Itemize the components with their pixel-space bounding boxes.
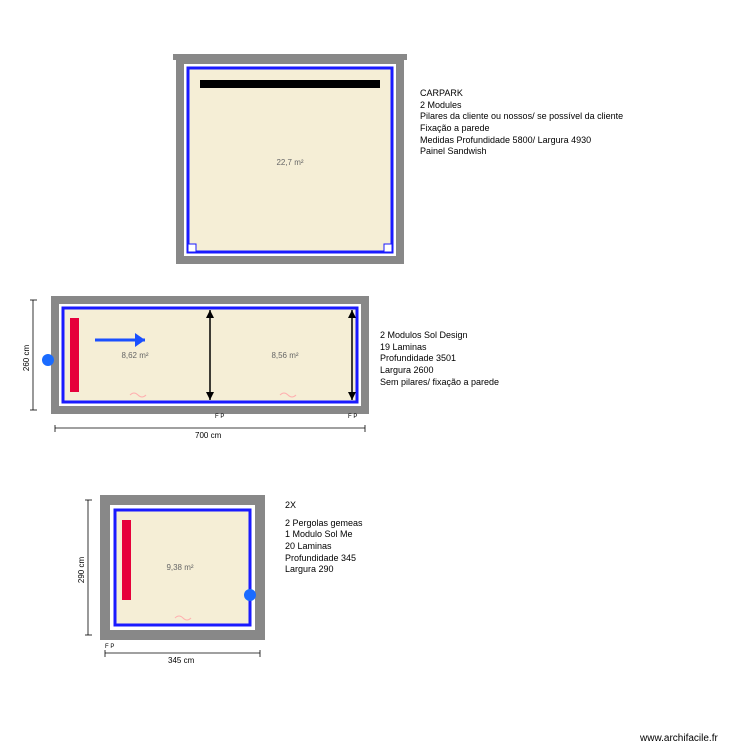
modulos-title: 2 Modulos Sol Design xyxy=(380,330,499,342)
modulos-dim-bottom: 700 cm xyxy=(195,431,222,440)
pergolas-text: 2X 2 Pergolas gemeas 1 Modulo Sol Me 20 … xyxy=(285,500,363,576)
modulos-plan: 8,62 m² 8,56 m² F P F P 700 cm 260 cm xyxy=(22,300,365,440)
modulos-area-right: 8,56 m² xyxy=(271,351,298,360)
blue-dot-icon xyxy=(244,589,256,601)
corner-block-icon xyxy=(384,244,392,252)
carpark-text: CARPARK 2 Modules Pilares da cliente ou … xyxy=(420,88,623,158)
modulos-area-left: 8,62 m² xyxy=(121,351,148,360)
diagram-canvas: 22,7 m² 8,62 m² 8,56 m² F P F xyxy=(0,0,750,750)
pergolas-title-pre: 2X xyxy=(285,500,363,512)
pergolas-dim-left: 290 cm xyxy=(77,557,86,584)
blue-dot-icon xyxy=(42,354,54,366)
red-bar-icon xyxy=(70,318,79,392)
corner-block-icon xyxy=(188,244,196,252)
carpark-top-bar xyxy=(200,80,380,88)
footer-link[interactable]: www.archifacile.fr xyxy=(640,732,718,745)
pergolas-plan: 9,38 m² F P 345 cm 290 cm xyxy=(77,500,260,665)
carpark-area-label: 22,7 m² xyxy=(276,158,303,167)
fp-label: F P xyxy=(105,644,114,650)
carpark-plan: 22,7 m² xyxy=(173,54,407,260)
carpark-title: CARPARK xyxy=(420,88,623,100)
red-bar-icon xyxy=(122,520,131,600)
pergolas-dim-bottom: 345 cm xyxy=(168,656,195,665)
fp-label: F P xyxy=(348,414,357,420)
modulos-dim-left: 260 cm xyxy=(22,345,31,372)
pergolas-area-label: 9,38 m² xyxy=(166,563,193,572)
modulos-text: 2 Modulos Sol Design 19 Laminas Profundi… xyxy=(380,330,499,388)
fp-label: F P xyxy=(215,414,224,420)
